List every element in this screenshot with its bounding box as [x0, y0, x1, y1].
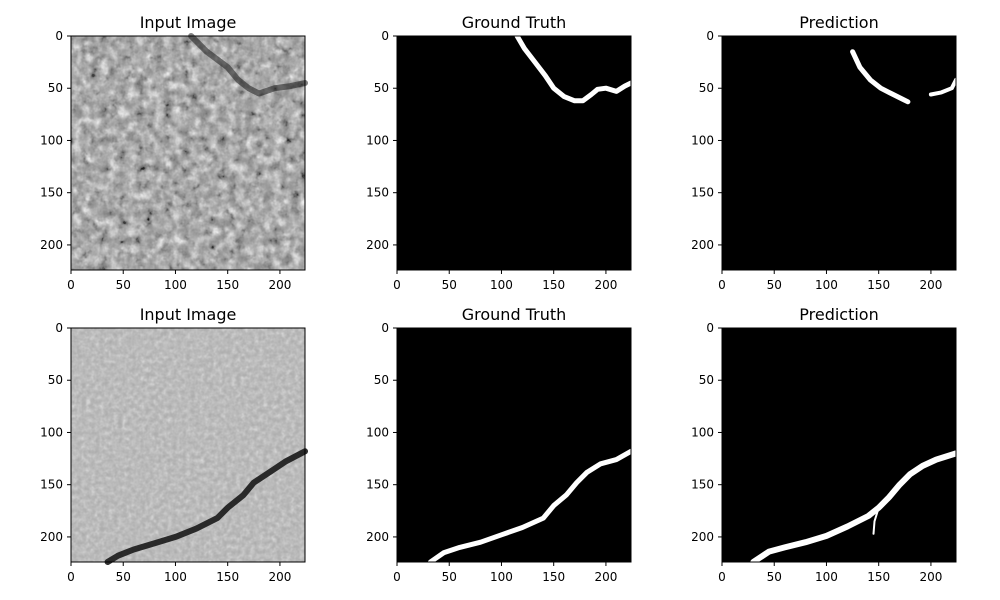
axes-frame — [396, 327, 632, 563]
panel-title: Input Image — [140, 305, 237, 324]
x-tick-label: 150 — [867, 278, 890, 292]
x-tick-label: 100 — [490, 278, 513, 292]
y-tick-label: 50 — [48, 81, 63, 95]
x-tick-label: 0 — [393, 278, 401, 292]
x-tick-label: 100 — [815, 278, 838, 292]
y-tick-label: 200 — [691, 238, 714, 252]
mask-background — [722, 36, 956, 270]
y-tick-label: 50 — [699, 373, 714, 387]
panel-2: Ground Truth 0 50 100 150 200 0 50 100 150 200 — [366, 13, 634, 292]
crack-line — [188, 33, 308, 97]
y-tick-label: 50 — [48, 373, 63, 387]
axes-frame — [396, 35, 632, 271]
x-tick-label: 100 — [490, 570, 513, 584]
y-tick-label: 50 — [699, 81, 714, 95]
y-tick-label: 200 — [366, 530, 389, 544]
y-tick-label: 150 — [366, 478, 389, 492]
x-tick-label: 0 — [718, 278, 726, 292]
axes-frame — [721, 327, 957, 563]
mask-segment — [928, 77, 958, 97]
y-tick-label: 50 — [374, 81, 389, 95]
y-tick-label: 200 — [366, 238, 389, 252]
x-tick-label: 50 — [442, 278, 457, 292]
panel-6: Prediction 0 50 100 150 200 0 50 100 150 200 — [691, 305, 959, 584]
x-tick-label: 200 — [268, 570, 291, 584]
x-tick-label: 50 — [116, 278, 131, 292]
x-tick-label: 200 — [268, 278, 291, 292]
x-tick-label: 0 — [67, 570, 75, 584]
y-tick-label: 100 — [40, 133, 63, 147]
axes-frame — [70, 327, 306, 563]
mask-background — [397, 36, 631, 270]
x-tick-label: 200 — [919, 570, 942, 584]
x-tick-label: 100 — [164, 278, 187, 292]
panel-5: Ground Truth 0 50 100 150 200 0 50 100 150 200 — [366, 305, 634, 584]
x-tick-label: 100 — [164, 570, 187, 584]
y-tick-label: 0 — [55, 321, 63, 335]
image-texture — [71, 328, 305, 562]
y-tick-label: 200 — [691, 530, 714, 544]
y-tick-label: 50 — [374, 373, 389, 387]
panel-title: Prediction — [799, 305, 878, 324]
y-tick-label: 200 — [40, 238, 63, 252]
panel-title: Ground Truth — [462, 13, 567, 32]
y-tick-label: 100 — [366, 133, 389, 147]
panel-1: Input Image 0 50 100 150 200 0 50 100 150 200 — [40, 13, 308, 292]
x-tick-label: 50 — [116, 570, 131, 584]
panel-3: Prediction 0 50 100 150 200 0 50 100 150 200 — [691, 13, 958, 292]
axes-frame — [70, 35, 306, 271]
x-tick-label: 0 — [67, 278, 75, 292]
y-tick-label: 100 — [691, 133, 714, 147]
mask-segment — [514, 33, 634, 104]
x-tick-label: 150 — [542, 570, 565, 584]
mask-segment — [850, 49, 911, 105]
mask-background — [397, 328, 631, 562]
y-tick-label: 150 — [691, 478, 714, 492]
y-tick-label: 150 — [40, 186, 63, 200]
x-tick-label: 50 — [767, 570, 782, 584]
y-tick-label: 0 — [55, 29, 63, 43]
x-tick-label: 150 — [216, 570, 239, 584]
panel-title: Prediction — [799, 13, 878, 32]
x-tick-label: 150 — [542, 278, 565, 292]
y-tick-label: 0 — [381, 29, 389, 43]
panel-4: Input Image 0 50 100 150 200 0 50 100 150 200 — [40, 305, 308, 584]
x-tick-label: 200 — [594, 570, 617, 584]
mask-background — [722, 328, 956, 562]
axes-frame — [721, 35, 957, 271]
y-tick-label: 0 — [381, 321, 389, 335]
panel-title: Ground Truth — [462, 305, 567, 324]
y-tick-label: 200 — [40, 530, 63, 544]
crack-line — [104, 448, 308, 565]
x-tick-label: 150 — [216, 278, 239, 292]
y-tick-label: 150 — [691, 186, 714, 200]
x-tick-label: 0 — [718, 570, 726, 584]
y-tick-label: 150 — [366, 186, 389, 200]
x-tick-label: 50 — [442, 570, 457, 584]
x-tick-label: 200 — [919, 278, 942, 292]
mask-segment — [427, 448, 634, 565]
x-tick-label: 200 — [594, 278, 617, 292]
x-tick-label: 150 — [867, 570, 890, 584]
x-tick-label: 50 — [767, 278, 782, 292]
y-tick-label: 150 — [40, 478, 63, 492]
panel-title: Input Image — [140, 13, 237, 32]
mask-segment — [872, 506, 880, 535]
image-texture — [71, 36, 305, 270]
x-tick-label: 0 — [393, 570, 401, 584]
y-tick-label: 100 — [40, 425, 63, 439]
y-tick-label: 100 — [691, 425, 714, 439]
y-tick-label: 0 — [706, 29, 714, 43]
x-tick-label: 100 — [815, 570, 838, 584]
mask-segment — [750, 450, 959, 565]
y-tick-label: 0 — [706, 321, 714, 335]
y-tick-label: 100 — [366, 425, 389, 439]
